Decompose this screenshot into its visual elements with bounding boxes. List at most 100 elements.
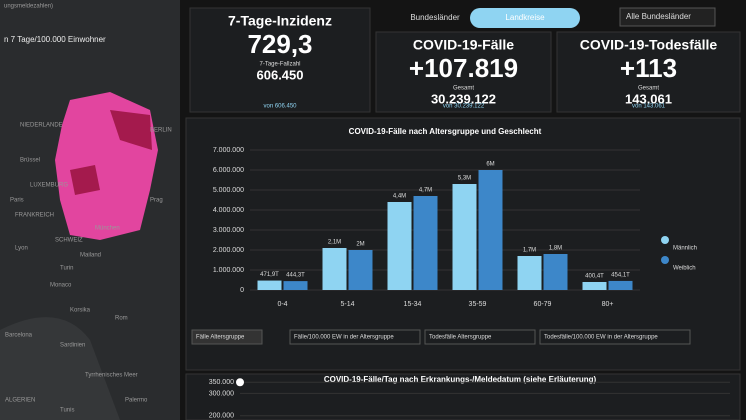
bar <box>257 280 282 290</box>
legend-swatch <box>661 256 669 264</box>
map-label: BERLIN <box>150 128 172 134</box>
kpi-sub-value: 606.450 <box>257 67 304 82</box>
map-label: Mailand <box>80 253 101 259</box>
map-label: Turin <box>60 266 73 272</box>
kpi-card <box>189 7 371 113</box>
kpi-title: 7-Tage-Inzidenz <box>228 13 332 29</box>
x-tick-label: 15-34 <box>404 301 422 308</box>
map-label: Tyrrhenisches Meer <box>85 373 138 379</box>
legend-swatch <box>661 236 669 244</box>
kpi-sub-value: 30.239.122 <box>431 91 496 106</box>
y-tick-label: 4.000.000 <box>213 207 244 214</box>
map-label: Tunis <box>60 408 74 414</box>
map-panel: ungsmeldezahlen) n 7 Tage/100.000 Einwoh… <box>0 0 180 420</box>
bar <box>348 250 373 290</box>
kpi-card <box>375 31 552 113</box>
kpi-note: von 606.450 <box>263 104 297 110</box>
y-tick-label: 350.000 <box>209 379 234 386</box>
kpi-note: von 30.239.122 <box>443 104 485 110</box>
value-label: 2,1M <box>328 240 341 246</box>
bar <box>322 248 347 290</box>
y-tick-label: 200.000 <box>209 413 234 420</box>
value-label: 2M <box>356 242 364 248</box>
map-label: Lyon <box>15 246 28 252</box>
y-tick-label: 6.000.000 <box>213 167 244 174</box>
x-tick-label: 80+ <box>602 301 614 308</box>
map-label: Palermo <box>125 398 148 404</box>
chart-tab-label: Fälle Altersgruppe <box>196 335 245 341</box>
hotspots <box>70 110 152 195</box>
dropdown[interactable] <box>619 7 716 27</box>
x-tick-label: 0-4 <box>277 301 287 308</box>
kpi-value: +113 <box>620 53 677 83</box>
kpi-note: von 143.061 <box>632 104 666 110</box>
bar <box>608 280 633 290</box>
kpi-card <box>556 31 741 113</box>
value-label: 1,8M <box>549 246 562 252</box>
y-tick-label: 2.000.000 <box>213 247 244 254</box>
chart-tab <box>289 329 421 345</box>
tab[interactable]: Landkreise <box>505 13 545 22</box>
chart-title: COVID-19-Fälle/Tag nach Erkrankungs-/Mel… <box>324 375 597 384</box>
x-tick-label: 5-14 <box>340 301 354 308</box>
slider-handle[interactable] <box>236 378 244 387</box>
map-label: ALGERIEN <box>5 398 35 404</box>
map-label: Barcelona <box>5 333 33 339</box>
kpi-sub-value: 143.061 <box>625 91 672 106</box>
legend-label: Männlich <box>673 246 697 252</box>
kpi-sub-label: Gesamt <box>453 86 474 92</box>
bar <box>452 184 477 290</box>
map-label: SCHWEIZ <box>55 238 83 244</box>
map-header: ungsmeldezahlen) <box>4 4 53 10</box>
bar <box>582 281 607 290</box>
chart-tab-label: Todesfälle Altersgruppe <box>429 335 492 341</box>
y-tick-label: 300.000 <box>209 390 234 397</box>
map-label: Sardinien <box>60 343 85 349</box>
sea <box>0 317 120 420</box>
map-label: Prag <box>150 198 163 204</box>
kpi-title: COVID-19-Todesfälle <box>580 37 718 53</box>
bar <box>413 196 438 290</box>
chart-tab-label: Todesfälle/100.000 EW in der Altersgrupp… <box>544 335 658 341</box>
x-tick-label: 35-59 <box>469 301 487 308</box>
y-tick-label: 3.000.000 <box>213 227 244 234</box>
bar <box>387 202 412 290</box>
value-label: 444,3T <box>286 273 305 279</box>
map-label: Paris <box>10 198 24 204</box>
bar <box>478 170 503 290</box>
value-label: 454,1T <box>611 272 630 278</box>
bar <box>283 281 308 290</box>
chart-title: COVID-19-Fälle nach Altersgruppe und Ges… <box>349 127 542 136</box>
value-label: 4,7M <box>419 188 432 194</box>
y-tick-label: 7.000.000 <box>213 147 244 154</box>
y-tick-label: 1.000.000 <box>213 267 244 274</box>
chart-tab <box>191 329 263 345</box>
y-tick-label: 0 <box>240 287 244 294</box>
map-label: NIEDERLANDE <box>20 123 63 129</box>
chart-tab <box>539 329 691 345</box>
map-label: Korsika <box>70 308 91 314</box>
value-label: 400,4T <box>585 274 604 280</box>
kpi-sub-label: 7-Tage-Fallzahl <box>259 62 300 68</box>
x-tick-label: 60-79 <box>534 301 552 308</box>
value-label: 4,4M <box>393 194 406 200</box>
kpi-sub-label: Gesamt <box>638 86 659 92</box>
kpi-title: COVID-19-Fälle <box>413 37 514 53</box>
kpi-value: 729,3 <box>247 29 312 59</box>
chart-panel <box>185 373 741 420</box>
tab[interactable]: Bundesländer <box>410 13 460 22</box>
legend-label: Weiblich <box>673 266 696 272</box>
map-title: n 7 Tage/100.000 Einwohner <box>4 35 106 44</box>
map-label: Monaco <box>50 283 72 289</box>
chart-tab <box>424 329 536 345</box>
map-label: Brüssel <box>20 158 40 164</box>
map-label: LUXEMBURG <box>30 183 68 189</box>
bar <box>517 256 542 290</box>
value-label: 6M <box>486 162 494 168</box>
dropdown-label: Alle Bundesländer <box>626 12 691 21</box>
bar <box>543 254 568 290</box>
tabs: Bundesländer Landkreise Alle Bundeslände… <box>410 7 716 28</box>
map-label: FRANKREICH <box>15 213 54 219</box>
